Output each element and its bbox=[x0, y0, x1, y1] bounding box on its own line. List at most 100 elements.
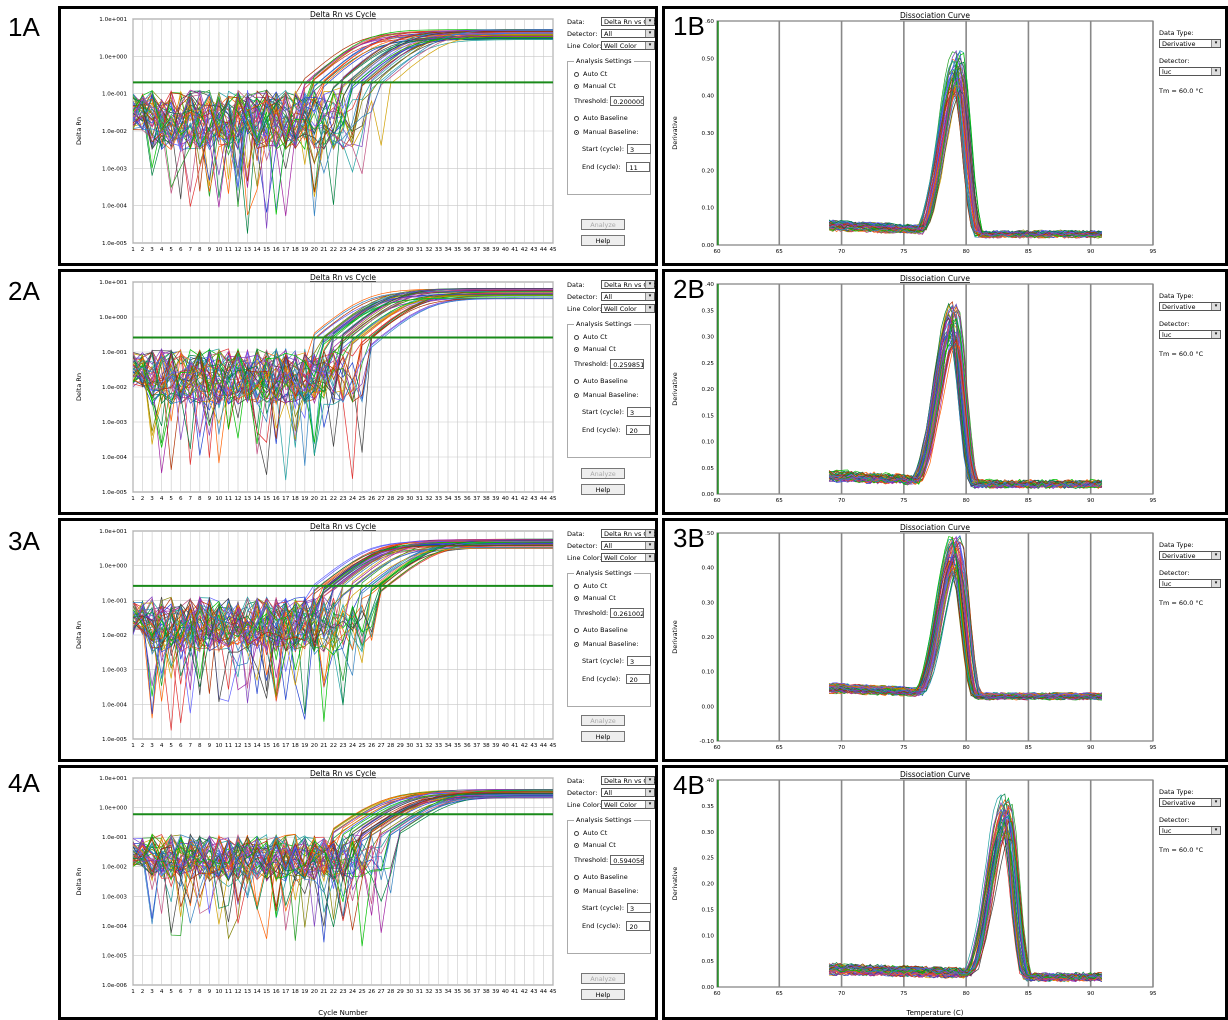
chevron-down-icon[interactable]: ▾ bbox=[645, 30, 654, 37]
line-color-select[interactable]: Well Color ▾ bbox=[601, 800, 655, 809]
chevron-down-icon[interactable]: ▾ bbox=[645, 293, 654, 300]
radio-button[interactable] bbox=[574, 842, 579, 848]
radio-button[interactable] bbox=[574, 583, 579, 589]
data-type-select[interactable]: Delta Rn vs Cycle▾ bbox=[601, 529, 655, 538]
chevron-down-icon[interactable]: ▾ bbox=[645, 530, 654, 537]
chevron-down-icon[interactable]: ▾ bbox=[645, 305, 654, 312]
chevron-down-icon[interactable]: ▾ bbox=[645, 542, 654, 549]
help-button[interactable]: Help bbox=[581, 989, 625, 1000]
analyze-button[interactable]: Analyze bbox=[581, 219, 625, 230]
threshold-input[interactable]: 0.2000000 bbox=[610, 96, 645, 106]
radio-button[interactable] bbox=[574, 115, 579, 121]
chevron-down-icon[interactable]: ▾ bbox=[1211, 303, 1220, 310]
radio-button[interactable] bbox=[574, 595, 579, 601]
y-tick-label: 0.40 bbox=[702, 566, 715, 572]
analyze-button[interactable]: Analyze bbox=[581, 973, 625, 984]
chevron-down-icon[interactable]: ▾ bbox=[645, 281, 654, 288]
radio-button[interactable] bbox=[574, 874, 579, 880]
chevron-down-icon[interactable]: ▾ bbox=[645, 18, 654, 25]
auto-baseline-option[interactable]: Auto Baseline bbox=[574, 873, 628, 881]
start-cycle-input[interactable]: 3 bbox=[627, 407, 652, 417]
help-button[interactable]: Help bbox=[581, 731, 625, 742]
data-type-select[interactable]: Delta Rn vs Cycle▾ bbox=[601, 776, 655, 785]
end-cycle-input[interactable]: 11 bbox=[626, 162, 651, 172]
start-cycle-input[interactable]: 3 bbox=[627, 144, 652, 154]
threshold-input[interactable]: 0.5940566 bbox=[610, 855, 645, 865]
line-color-select[interactable]: Well Color ▾ bbox=[601, 304, 655, 313]
detector-select[interactable]: luc ▾ bbox=[1159, 330, 1221, 339]
line-color-select[interactable]: Well Color ▾ bbox=[601, 553, 655, 562]
radio-button[interactable] bbox=[574, 71, 579, 77]
manual-ct-option[interactable]: Manual Ct bbox=[574, 594, 616, 602]
data-type-select[interactable]: Delta Rn vs Cycle▾ bbox=[601, 280, 655, 289]
radio-button[interactable] bbox=[574, 392, 579, 398]
detector-select[interactable]: luc ▾ bbox=[1159, 826, 1221, 835]
chevron-down-icon[interactable]: ▾ bbox=[1211, 68, 1220, 75]
chevron-down-icon[interactable]: ▾ bbox=[645, 777, 654, 784]
manual-baseline-option[interactable]: Manual Baseline: bbox=[574, 640, 638, 648]
data-type-select[interactable]: Derivative ▾ bbox=[1159, 302, 1221, 311]
detector-select[interactable]: luc ▾ bbox=[1159, 579, 1221, 588]
auto-ct-option[interactable]: Auto Ct bbox=[574, 333, 607, 341]
auto-baseline-option[interactable]: Auto Baseline bbox=[574, 114, 628, 122]
manual-ct-option[interactable]: Manual Ct bbox=[574, 82, 616, 90]
start-cycle-input[interactable]: 3 bbox=[627, 656, 652, 666]
detector-select[interactable]: All ▾ bbox=[601, 788, 655, 797]
threshold-input[interactable]: 0.2610026 bbox=[610, 608, 645, 618]
auto-ct-option[interactable]: Auto Ct bbox=[574, 70, 607, 78]
amplification-curve bbox=[133, 297, 553, 423]
manual-baseline-option[interactable]: Manual Baseline: bbox=[574, 391, 638, 399]
detector-select[interactable]: All ▾ bbox=[601, 29, 655, 38]
data-type-select[interactable]: Derivative ▾ bbox=[1159, 551, 1221, 560]
chevron-down-icon[interactable]: ▾ bbox=[1211, 580, 1220, 587]
analyze-button[interactable]: Analyze bbox=[581, 468, 625, 479]
radio-button[interactable] bbox=[574, 83, 579, 89]
radio-button[interactable] bbox=[574, 334, 579, 340]
radio-button[interactable] bbox=[574, 627, 579, 633]
threshold-input[interactable]: 0.2598519 bbox=[610, 359, 645, 369]
chevron-down-icon[interactable]: ▾ bbox=[645, 554, 654, 561]
chevron-down-icon[interactable]: ▾ bbox=[645, 801, 654, 808]
end-cycle-input[interactable]: 20 bbox=[626, 425, 651, 435]
radio-button[interactable] bbox=[574, 888, 579, 894]
chevron-down-icon[interactable]: ▾ bbox=[1211, 827, 1220, 834]
manual-baseline-option[interactable]: Manual Baseline: bbox=[574, 887, 638, 895]
x-tick-label: 11 bbox=[225, 496, 233, 502]
detector-select[interactable]: All ▾ bbox=[601, 292, 655, 301]
analyze-button[interactable]: Analyze bbox=[581, 715, 625, 726]
chevron-down-icon[interactable]: ▾ bbox=[1211, 331, 1220, 338]
chevron-down-icon[interactable]: ▾ bbox=[645, 789, 654, 796]
detector-select[interactable]: luc ▾ bbox=[1159, 67, 1221, 76]
line-color-select[interactable]: Well Color ▾ bbox=[601, 41, 655, 50]
radio-button[interactable] bbox=[574, 129, 579, 135]
help-button[interactable]: Help bbox=[581, 235, 625, 246]
help-button[interactable]: Help bbox=[581, 484, 625, 495]
x-tick-label: 23 bbox=[339, 743, 347, 749]
auto-ct-option[interactable]: Auto Ct bbox=[574, 582, 607, 590]
chevron-down-icon[interactable]: ▾ bbox=[1211, 799, 1220, 806]
radio-button[interactable] bbox=[574, 830, 579, 836]
detector-select[interactable]: All ▾ bbox=[601, 541, 655, 550]
manual-baseline-option[interactable]: Manual Baseline: bbox=[574, 128, 638, 136]
chevron-down-icon[interactable]: ▾ bbox=[1211, 552, 1220, 559]
x-tick-label: 8 bbox=[198, 989, 202, 995]
x-tick-label: 11 bbox=[225, 989, 233, 995]
data-type-select[interactable]: Derivative ▾ bbox=[1159, 798, 1221, 807]
amplification-curve bbox=[133, 792, 553, 927]
radio-button[interactable] bbox=[574, 641, 579, 647]
start-cycle-input[interactable]: 3 bbox=[627, 903, 652, 913]
radio-button[interactable] bbox=[574, 378, 579, 384]
auto-baseline-option[interactable]: Auto Baseline bbox=[574, 626, 628, 634]
amplification-curves bbox=[133, 28, 553, 234]
radio-button[interactable] bbox=[574, 346, 579, 352]
auto-baseline-option[interactable]: Auto Baseline bbox=[574, 377, 628, 385]
data-type-select[interactable]: Derivative ▾ bbox=[1159, 39, 1221, 48]
data-type-select[interactable]: Delta Rn vs Cycle▾ bbox=[601, 17, 655, 26]
end-cycle-input[interactable]: 20 bbox=[626, 674, 651, 684]
end-cycle-input[interactable]: 20 bbox=[626, 921, 651, 931]
auto-ct-option[interactable]: Auto Ct bbox=[574, 829, 607, 837]
chevron-down-icon[interactable]: ▾ bbox=[1211, 40, 1220, 47]
manual-ct-option[interactable]: Manual Ct bbox=[574, 841, 616, 849]
manual-ct-option[interactable]: Manual Ct bbox=[574, 345, 616, 353]
chevron-down-icon[interactable]: ▾ bbox=[645, 42, 654, 49]
